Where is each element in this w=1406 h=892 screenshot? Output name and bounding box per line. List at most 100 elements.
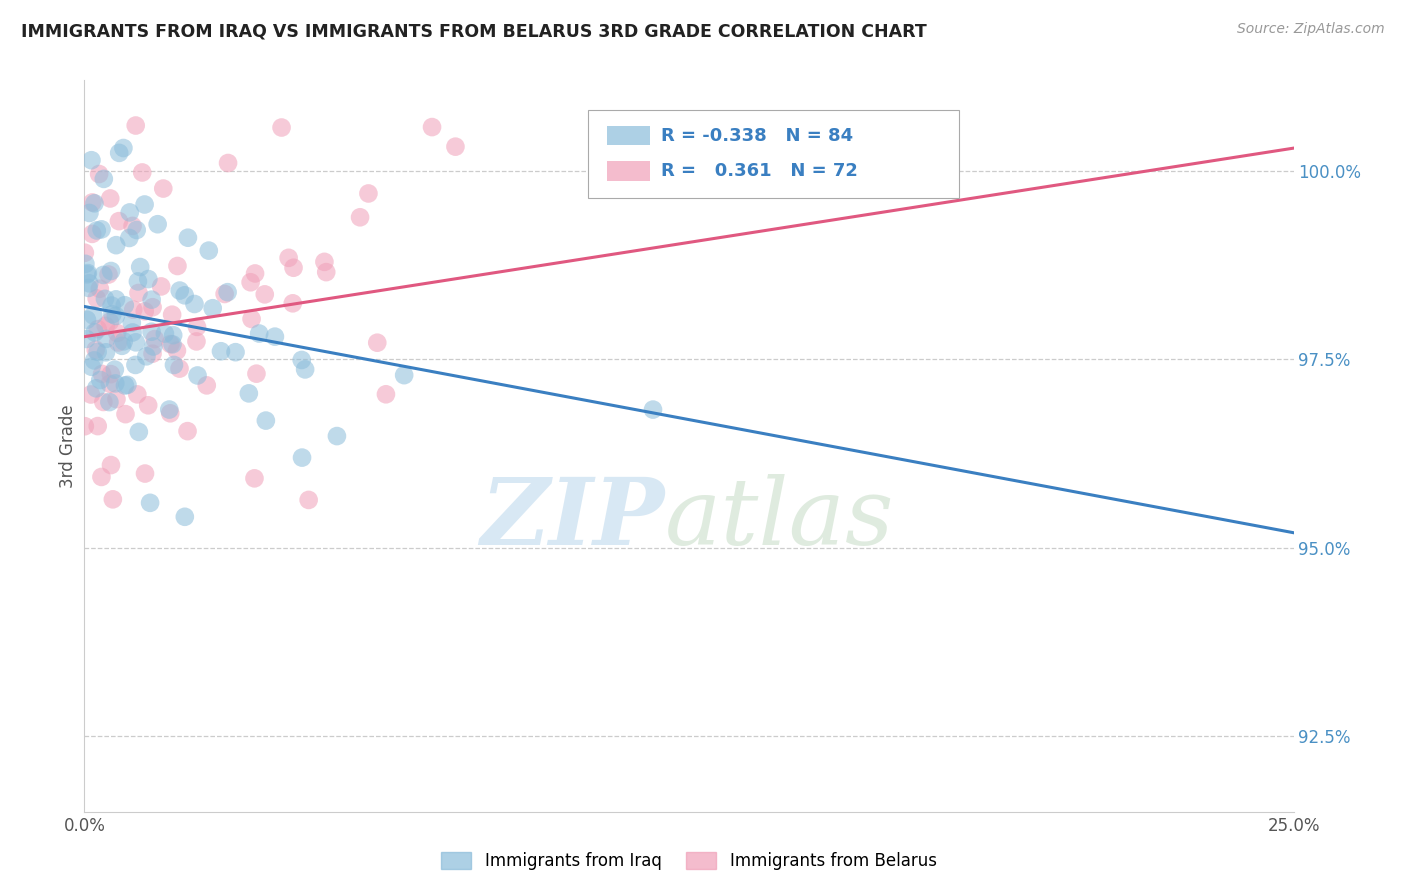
- Point: [89, 373, 111, 387]
- Point: [240, 312, 263, 326]
- Y-axis label: 3rd Grade: 3rd Grade: [59, 404, 77, 488]
- Point: [177, 230, 200, 244]
- Point: [187, 368, 209, 383]
- Point: [77, 277, 100, 291]
- Point: [112, 141, 135, 155]
- Point: [150, 279, 173, 293]
- Point: [105, 326, 128, 340]
- Point: [298, 492, 321, 507]
- Point: [243, 267, 266, 281]
- Point: [100, 264, 122, 278]
- Point: [243, 471, 266, 485]
- Point: [135, 349, 157, 363]
- Point: [79, 206, 101, 220]
- Point: [100, 367, 122, 381]
- Point: [84, 381, 107, 395]
- Point: [76, 312, 98, 326]
- Point: [186, 319, 208, 334]
- Point: [101, 492, 124, 507]
- Point: [641, 402, 664, 417]
- Point: [162, 328, 184, 343]
- Point: [209, 344, 232, 359]
- Point: [125, 223, 148, 237]
- Point: [93, 172, 115, 186]
- Point: [254, 414, 277, 428]
- Point: [98, 191, 121, 205]
- Point: [86, 223, 108, 237]
- Text: atlas: atlas: [665, 475, 894, 564]
- Text: R =   0.361   N = 72: R = 0.361 N = 72: [661, 162, 858, 180]
- Point: [124, 358, 146, 372]
- Point: [94, 292, 117, 306]
- Point: [141, 325, 163, 339]
- Point: [82, 227, 104, 241]
- Point: [91, 367, 114, 381]
- Point: [104, 309, 127, 323]
- Point: [143, 332, 166, 346]
- Point: [197, 244, 219, 258]
- Point: [90, 222, 112, 236]
- Point: [73, 419, 96, 434]
- Point: [100, 299, 122, 313]
- Point: [76, 266, 98, 280]
- Point: [129, 260, 152, 274]
- Point: [247, 326, 270, 341]
- Point: [87, 322, 110, 336]
- Point: [86, 344, 108, 359]
- Point: [75, 257, 97, 271]
- Point: [138, 272, 160, 286]
- Point: [122, 302, 145, 317]
- Point: [264, 329, 287, 343]
- Point: [357, 186, 380, 201]
- Point: [98, 315, 121, 329]
- Point: [225, 345, 247, 359]
- Point: [87, 167, 110, 181]
- Point: [114, 298, 136, 312]
- Point: [157, 402, 180, 417]
- Point: [125, 335, 148, 350]
- Point: [90, 470, 112, 484]
- Point: [291, 450, 314, 465]
- Point: [141, 293, 163, 307]
- Point: [366, 335, 388, 350]
- Point: [173, 509, 195, 524]
- Point: [76, 268, 98, 282]
- Point: [176, 424, 198, 438]
- Point: [127, 387, 149, 401]
- Point: [392, 368, 415, 383]
- Point: [253, 287, 276, 301]
- Point: [89, 282, 111, 296]
- Point: [87, 419, 110, 434]
- Text: R = -0.338   N = 84: R = -0.338 N = 84: [661, 127, 853, 145]
- Point: [166, 343, 188, 358]
- Point: [139, 496, 162, 510]
- Point: [75, 332, 97, 346]
- Point: [77, 281, 100, 295]
- Point: [214, 287, 236, 301]
- Point: [134, 467, 156, 481]
- Point: [420, 120, 443, 134]
- Point: [100, 458, 122, 472]
- Point: [217, 156, 239, 170]
- Point: [86, 292, 108, 306]
- Point: [166, 259, 188, 273]
- Point: [104, 293, 127, 307]
- Point: [314, 255, 336, 269]
- Point: [105, 392, 128, 406]
- Text: Source: ZipAtlas.com: Source: ZipAtlas.com: [1237, 22, 1385, 37]
- Point: [159, 337, 181, 351]
- Point: [142, 339, 165, 353]
- Point: [163, 358, 186, 372]
- Point: [107, 335, 129, 350]
- Point: [84, 343, 107, 357]
- Point: [281, 296, 304, 310]
- Point: [374, 387, 396, 401]
- Point: [134, 197, 156, 211]
- Point: [93, 395, 115, 409]
- Point: [159, 406, 181, 420]
- Point: [294, 362, 316, 376]
- Point: [162, 337, 184, 351]
- Point: [183, 297, 205, 311]
- Point: [118, 205, 141, 219]
- Point: [173, 288, 195, 302]
